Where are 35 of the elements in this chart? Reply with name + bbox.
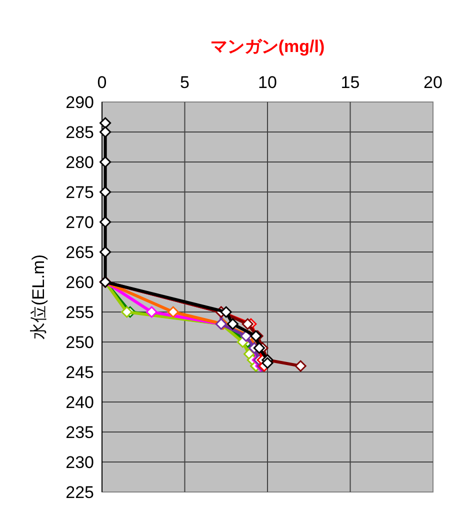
point xyxy=(146,306,158,318)
y-tick-label: 240 xyxy=(66,393,94,412)
y-axis-title: 水位(EL.m) xyxy=(29,254,48,340)
point xyxy=(100,216,112,228)
y-tick-label: 255 xyxy=(66,303,94,322)
y-tick-label: 270 xyxy=(66,213,94,232)
point xyxy=(294,360,306,372)
point xyxy=(100,186,112,198)
x-tick-label: 5 xyxy=(180,73,190,92)
point xyxy=(100,126,112,138)
x-tick-label: 20 xyxy=(424,73,442,92)
point xyxy=(167,306,179,318)
y-tick-label: 290 xyxy=(66,93,94,112)
point xyxy=(262,357,274,369)
x-tick-label: 10 xyxy=(258,73,277,92)
y-tick-label: 260 xyxy=(66,273,94,292)
y-tick-label: 230 xyxy=(66,453,94,472)
point xyxy=(226,318,238,330)
y-tick-label: 265 xyxy=(66,243,94,262)
y-tick-label: 250 xyxy=(66,333,94,352)
point xyxy=(220,306,232,318)
y-tick-label: 235 xyxy=(66,423,94,442)
x-tick-label: 15 xyxy=(340,73,360,92)
point xyxy=(121,306,133,318)
y-tick-label: 245 xyxy=(66,363,94,382)
point xyxy=(100,117,112,129)
point xyxy=(242,318,254,330)
x-axis-title: マンガン(mg/l) xyxy=(210,37,325,56)
y-tick-label: 275 xyxy=(66,183,94,202)
y-tick-label: 225 xyxy=(66,483,94,502)
y-tick-label: 285 xyxy=(66,123,94,142)
x-tick-label: 0 xyxy=(97,73,107,92)
point xyxy=(100,156,112,168)
point xyxy=(100,246,112,258)
y-tick-label: 280 xyxy=(66,153,94,172)
